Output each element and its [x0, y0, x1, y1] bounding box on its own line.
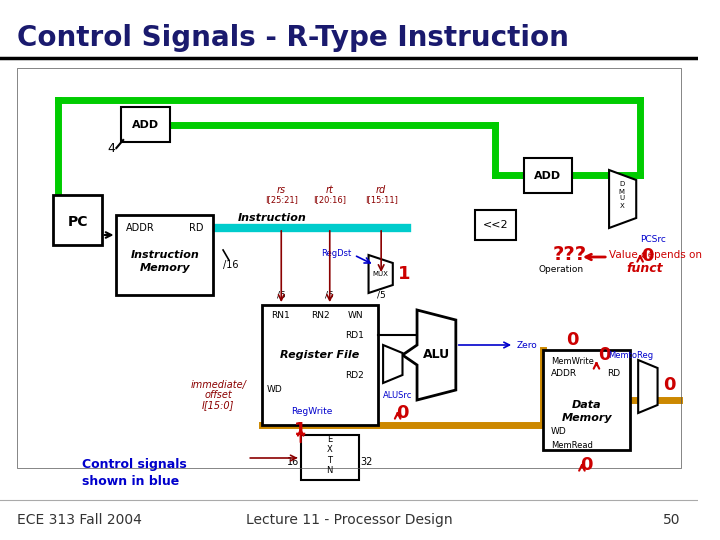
Text: 0: 0 [566, 331, 578, 349]
Text: 32: 32 [361, 457, 373, 467]
Text: 50: 50 [663, 513, 681, 527]
Text: RegDst: RegDst [321, 248, 351, 258]
Text: ADDR: ADDR [126, 223, 155, 233]
Text: WN: WN [348, 310, 364, 320]
Text: Lecture 11 - Processor Design: Lecture 11 - Processor Design [246, 513, 452, 527]
Text: I[15:11]: I[15:11] [365, 195, 397, 205]
FancyBboxPatch shape [121, 107, 170, 142]
Text: Register File: Register File [280, 350, 360, 360]
Text: PCSrc: PCSrc [640, 235, 666, 245]
Text: Memory: Memory [140, 263, 190, 273]
Text: immediate/: immediate/ [190, 380, 246, 390]
Text: RN1: RN1 [271, 310, 290, 320]
Text: 1: 1 [397, 265, 410, 283]
Text: Instruction: Instruction [238, 213, 307, 223]
Text: /5: /5 [325, 291, 334, 300]
Text: rs: rs [276, 185, 286, 195]
Text: RD: RD [189, 223, 204, 233]
Text: ECE 313 Fall 2004: ECE 313 Fall 2004 [17, 513, 143, 527]
Text: Data: Data [572, 400, 602, 410]
Text: RegWrite: RegWrite [291, 408, 333, 416]
Text: MemRead: MemRead [551, 441, 593, 449]
Text: MUX: MUX [372, 271, 388, 277]
Text: ADD: ADD [534, 171, 562, 181]
Text: PC: PC [68, 215, 88, 229]
Text: ALUSrc: ALUSrc [383, 390, 413, 400]
Text: /5: /5 [377, 291, 385, 300]
Text: rt: rt [326, 185, 333, 195]
Text: ADD: ADD [132, 120, 159, 130]
Text: I[15:0]: I[15:0] [202, 400, 235, 410]
Text: /16: /16 [223, 260, 238, 270]
Text: Control Signals - R-Type Instruction: Control Signals - R-Type Instruction [17, 24, 570, 52]
Text: rd: rd [376, 185, 387, 195]
Polygon shape [638, 360, 657, 413]
Text: 0: 0 [663, 376, 675, 394]
Text: Operation: Operation [538, 266, 583, 274]
Text: 0: 0 [598, 346, 611, 364]
Text: /5: /5 [277, 291, 286, 300]
Text: I[20:16]: I[20:16] [313, 195, 346, 205]
Text: D
M
U
X: D M U X [618, 181, 625, 208]
Text: ???: ??? [553, 246, 587, 265]
FancyBboxPatch shape [53, 195, 102, 245]
Text: Value depends on: Value depends on [609, 250, 702, 260]
Text: RD1: RD1 [345, 330, 364, 340]
Text: MemtoReg: MemtoReg [608, 350, 653, 360]
Text: WD: WD [551, 428, 567, 436]
Polygon shape [369, 255, 393, 293]
Polygon shape [609, 170, 636, 228]
Text: Control signals
shown in blue: Control signals shown in blue [82, 458, 187, 488]
FancyBboxPatch shape [523, 158, 572, 193]
Text: I[25:21]: I[25:21] [265, 195, 297, 205]
Text: E
X
T
N: E X T N [327, 435, 333, 475]
Text: RD2: RD2 [345, 370, 364, 380]
FancyBboxPatch shape [301, 435, 359, 480]
Text: Instruction: Instruction [130, 250, 199, 260]
Text: offset: offset [204, 390, 232, 400]
Text: 16: 16 [287, 457, 299, 467]
Text: 4: 4 [107, 141, 115, 154]
FancyBboxPatch shape [543, 350, 631, 450]
FancyBboxPatch shape [475, 210, 516, 240]
FancyBboxPatch shape [117, 215, 213, 295]
Text: MemWrite: MemWrite [551, 357, 594, 367]
Text: ADDR: ADDR [551, 369, 577, 379]
Text: funct: funct [626, 261, 663, 274]
Text: Memory: Memory [562, 413, 612, 423]
Text: 0: 0 [580, 456, 593, 474]
Text: 1: 1 [294, 421, 307, 439]
FancyBboxPatch shape [262, 305, 378, 425]
Polygon shape [383, 345, 402, 383]
Text: WD: WD [266, 386, 282, 395]
Text: 0: 0 [396, 404, 409, 422]
Text: Zero: Zero [517, 341, 538, 349]
Polygon shape [402, 310, 456, 400]
Text: RN2: RN2 [311, 310, 329, 320]
Text: ALU: ALU [423, 348, 450, 361]
Text: <<2: <<2 [483, 220, 508, 230]
Text: RD: RD [608, 369, 621, 379]
Text: 0: 0 [641, 247, 653, 265]
